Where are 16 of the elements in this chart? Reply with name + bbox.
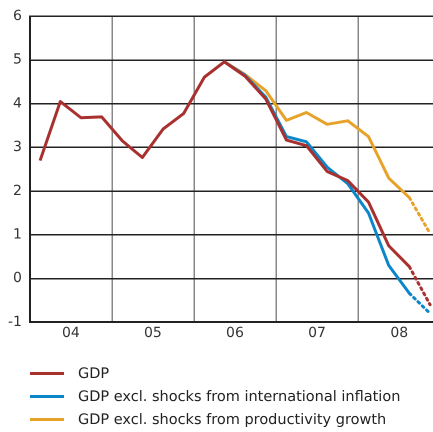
y-tick-label: 0 xyxy=(13,270,22,286)
y-tick-label: 4 xyxy=(13,95,22,112)
legend-label: GDP excl. shocks from productivity growth xyxy=(78,412,386,428)
y-tick-label: 1 xyxy=(13,226,22,242)
x-tick-label: 08 xyxy=(390,325,408,342)
legend-label: GDP xyxy=(78,366,110,382)
x-tick-label: 06 xyxy=(226,325,244,342)
y-tick-label: 5 xyxy=(13,52,22,68)
x-tick-label: 05 xyxy=(144,325,162,342)
x-tick-label: 04 xyxy=(62,325,80,342)
y-tick-label: 2 xyxy=(13,182,22,199)
y-tick-label: 6 xyxy=(13,8,22,24)
x-tick-label: 07 xyxy=(308,325,326,342)
legend-label: GDP excl. shocks from international inflation xyxy=(78,388,400,404)
y-tick-label: -1 xyxy=(8,314,22,330)
y-tick-label: 3 xyxy=(13,139,22,156)
